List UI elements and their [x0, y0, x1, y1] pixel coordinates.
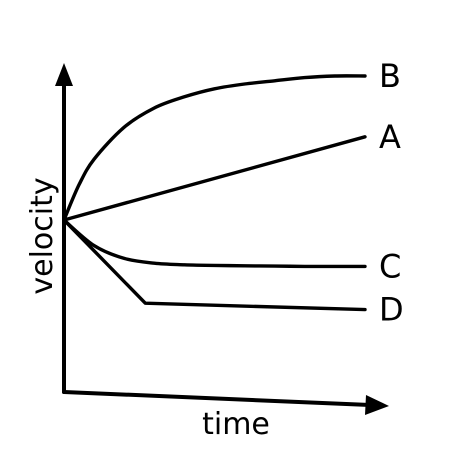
- series-line-b: [62, 74, 367, 222]
- series-line-d: [62, 218, 367, 312]
- series-label-c: C: [379, 247, 401, 285]
- x-axis-arrow: [365, 395, 389, 415]
- x-axis: [62, 390, 372, 407]
- x-axis-label: time: [202, 407, 270, 442]
- series-line-a: [62, 135, 367, 222]
- series-group: BA CD: [62, 57, 404, 329]
- series-label-b: B: [379, 57, 401, 95]
- y-axis-label: velocity: [25, 177, 60, 294]
- series-label-d: D: [379, 291, 404, 329]
- axes: [55, 63, 389, 415]
- series-label-a: A: [379, 118, 401, 156]
- y-axis-arrow: [55, 63, 73, 86]
- series-line-c: [62, 218, 367, 269]
